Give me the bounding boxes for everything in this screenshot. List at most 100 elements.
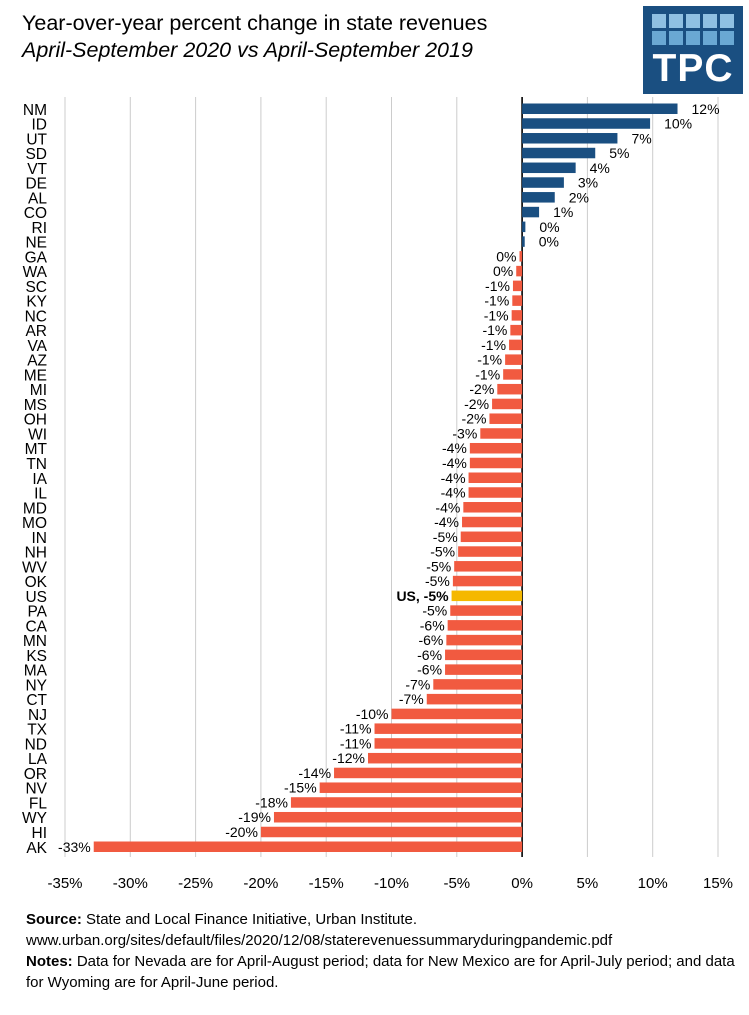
notes-line: Notes: Data for Nevada are for April-Aug… <box>26 951 741 993</box>
category-label: KY <box>26 294 47 311</box>
data-label: 5% <box>609 145 629 161</box>
bar-wy <box>273 811 523 823</box>
category-label: PA <box>27 604 47 621</box>
data-label: -11% <box>340 735 372 751</box>
source-url: www.urban.org/sites/default/files/2020/1… <box>26 932 613 949</box>
data-label: -6% <box>417 647 442 663</box>
data-label: US, -5% <box>396 588 449 604</box>
bar-ma <box>445 664 523 675</box>
category-label: ID <box>32 117 48 134</box>
data-label: -5% <box>430 544 455 560</box>
bar-sd <box>522 147 596 159</box>
data-label: -4% <box>441 470 466 486</box>
bars <box>93 103 678 852</box>
category-label: TN <box>26 456 47 473</box>
category-label: VT <box>27 161 47 178</box>
category-label: US <box>25 589 47 606</box>
notes-label: Notes: <box>26 953 73 970</box>
tpc-logo: TPC <box>643 6 743 94</box>
data-label: -6% <box>420 617 445 633</box>
data-label: -1% <box>482 322 507 338</box>
category-label: WA <box>23 264 48 281</box>
category-label: AZ <box>27 353 47 370</box>
data-label: -3% <box>452 425 477 441</box>
x-tick-label: 10% <box>638 875 668 892</box>
bar-wv <box>454 561 523 572</box>
data-label: -10% <box>356 706 389 722</box>
category-label: ME <box>24 367 47 384</box>
bar-wi <box>480 428 523 439</box>
x-tick-label: -30% <box>113 875 148 892</box>
category-label: CO <box>24 205 47 222</box>
category-label: NH <box>25 545 47 562</box>
bar-la <box>367 752 523 764</box>
category-label: WY <box>22 810 47 827</box>
data-label: -6% <box>417 662 442 678</box>
data-label: -1% <box>477 352 502 368</box>
bar-de <box>522 177 564 188</box>
bar-md <box>463 502 523 513</box>
bar-ny <box>433 679 523 690</box>
logo-square <box>669 14 683 28</box>
bar-wa <box>516 265 523 277</box>
bar-us <box>451 590 523 602</box>
chart-title: Year-over-year percent change in state r… <box>22 11 488 35</box>
bar-fl <box>290 797 523 808</box>
bar-or <box>334 767 523 779</box>
bar-mn <box>446 634 523 646</box>
bar-mo <box>462 516 523 528</box>
data-label: -20% <box>225 824 258 840</box>
data-label: -12% <box>332 750 365 766</box>
data-label: -4% <box>441 485 466 501</box>
bar-ne <box>522 236 525 247</box>
x-tick-label: 5% <box>577 875 599 892</box>
category-label: OR <box>24 766 47 783</box>
x-tick-label: -20% <box>243 875 278 892</box>
bar-nv <box>319 782 523 793</box>
bar-ca <box>447 620 523 631</box>
category-label: IN <box>32 530 48 547</box>
bar-nj <box>391 708 523 720</box>
data-label: -4% <box>442 455 467 471</box>
logo-square <box>703 31 717 45</box>
bar-nm <box>522 103 678 114</box>
category-label: LA <box>28 751 48 768</box>
category-label: UT <box>26 131 47 148</box>
source-line: Source: State and Local Finance Initiati… <box>26 909 741 930</box>
bar-ks <box>445 649 523 661</box>
data-label: -14% <box>298 765 331 781</box>
category-label: IA <box>32 471 47 488</box>
data-label: 12% <box>692 101 720 117</box>
data-label: -4% <box>442 440 467 456</box>
category-label: NC <box>25 308 47 325</box>
category-label: FL <box>29 795 47 812</box>
data-label: 4% <box>590 160 610 176</box>
category-label: NY <box>25 677 47 694</box>
category-label: VA <box>27 338 47 355</box>
data-label: 0% <box>539 219 559 235</box>
bar-co <box>522 206 540 218</box>
chart-title-block: Year-over-year percent change in state r… <box>22 10 487 64</box>
data-label: -11% <box>340 721 372 737</box>
category-label: OK <box>25 574 48 591</box>
bar-hi <box>260 826 523 838</box>
logo-text: TPC <box>652 47 734 90</box>
category-label: MA <box>24 663 48 680</box>
data-label: 0% <box>539 234 559 250</box>
category-label: KS <box>26 648 47 665</box>
category-labels: NMIDUTSDVTDEALCORINEGAWASCKYNCARVAAZMEMI… <box>22 102 48 857</box>
category-label: OH <box>24 412 47 429</box>
category-label: NJ <box>28 707 47 724</box>
bar-ri <box>522 221 526 233</box>
bar-chart: 12%10%7%5%4%3%2%1%0%0%0%0%-1%-1%-1%-1%-1… <box>22 97 733 892</box>
data-label: -5% <box>425 573 450 589</box>
source-text: State and Local Finance Initiative, Urba… <box>81 911 418 928</box>
bar-sc <box>512 280 523 292</box>
data-label: -5% <box>426 558 451 574</box>
bar-va <box>509 339 523 351</box>
logo-square <box>703 14 717 28</box>
category-label: MI <box>30 382 47 399</box>
logo-square <box>720 31 734 45</box>
category-label: CA <box>25 618 47 635</box>
logo-square <box>652 31 666 45</box>
